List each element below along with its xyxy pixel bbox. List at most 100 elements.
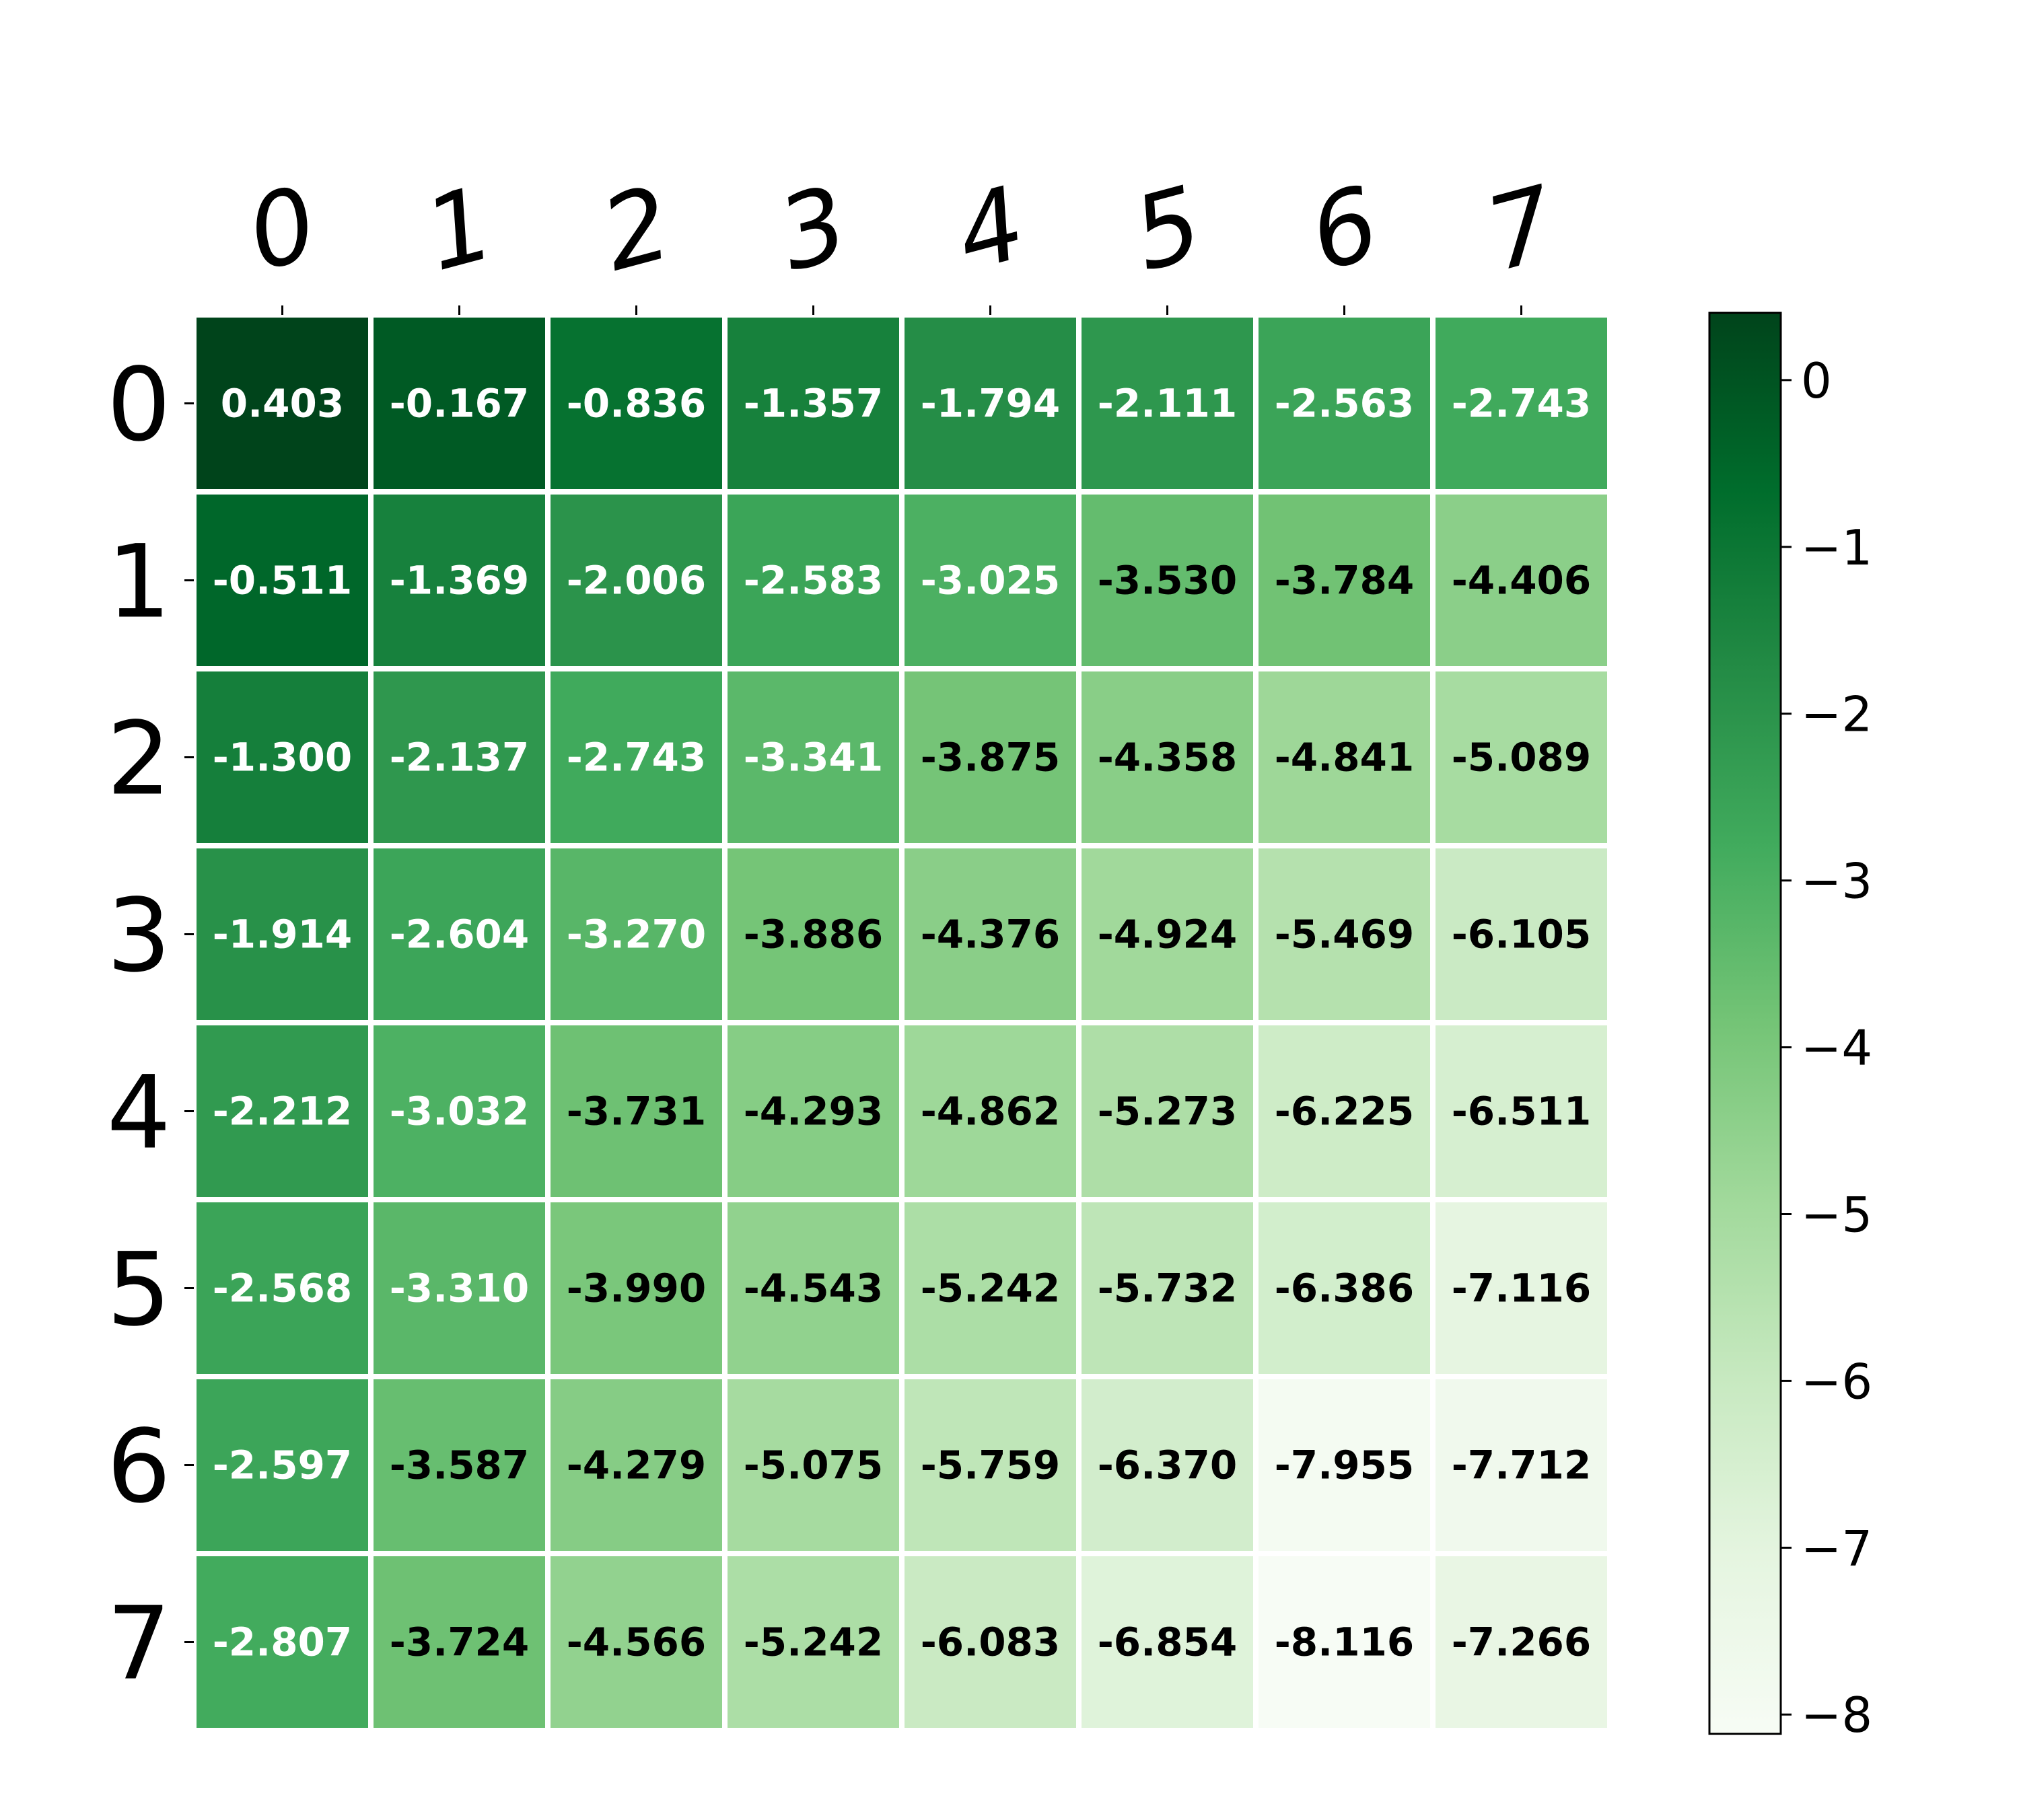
heatmap-cell-r3-c2: [551, 848, 722, 1020]
cell-value-label-r7-c7: -7.266: [1452, 1619, 1592, 1665]
cell-value-label-r0-c2: -0.836: [567, 381, 707, 427]
x-tick-label-7: 7: [1475, 165, 1567, 295]
cell-value-label-r1-c1: -1.369: [390, 558, 530, 604]
heatmap-cell-r2-c6: [1259, 671, 1430, 843]
heatmap-cell-r5-c7: [1436, 1202, 1607, 1374]
heatmap-cell-r1-c1: [374, 495, 545, 666]
x-tick-label-3: 3: [767, 165, 859, 295]
cell-value-label-r3-c4: -4.376: [921, 912, 1061, 957]
colorbar-tick-label-5: −5: [1801, 1186, 1872, 1243]
cell-value-label-r2-c6: -4.841: [1275, 735, 1415, 780]
cell-value-label-r5-c2: -3.990: [567, 1266, 707, 1311]
heatmap-cell-r0-c7: [1436, 318, 1607, 489]
heatmap-cell-r4-c1: [374, 1025, 545, 1197]
x-tick-label-0: 0: [236, 165, 328, 295]
heatmap-cell-r2-c1: [374, 671, 545, 843]
heatmap-cell-r2-c7: [1436, 671, 1607, 843]
cell-value-label-r1-c4: -3.025: [921, 558, 1061, 604]
heatmap-cell-r7-c2: [551, 1556, 722, 1728]
y-tick-label-2: 2: [107, 701, 171, 818]
cell-value-label-r7-c4: -6.083: [921, 1619, 1061, 1665]
x-tick-label-1: 1: [413, 165, 505, 295]
cell-value-label-r3-c2: -3.270: [567, 912, 707, 957]
cell-value-label-r1-c2: -2.006: [567, 558, 707, 604]
heatmap-cell-r7-c3: [728, 1556, 899, 1728]
cell-value-label-r3-c5: -4.924: [1098, 912, 1238, 957]
heatmap-cell-r2-c2: [551, 671, 722, 843]
cell-value-label-r5-c0: -2.568: [213, 1266, 353, 1311]
heatmap-cell-r6-c2: [551, 1379, 722, 1551]
colorbar-tick-label-2: −2: [1801, 686, 1872, 743]
heatmap-cell-r6-c3: [728, 1379, 899, 1551]
x-tick-label-5: 5: [1121, 165, 1213, 295]
y-tick-label-4: 4: [107, 1055, 171, 1172]
colorbar-tick-label-0: 0: [1801, 353, 1832, 409]
y-tick-label-5: 5: [107, 1232, 171, 1349]
y-axis-ticks: 0 1 2 3 4 5 6 7: [107, 347, 194, 1703]
heatmap-cell-r5-c1: [374, 1202, 545, 1374]
heatmap-cell-r7-c5: [1082, 1556, 1253, 1728]
cell-value-label-r6-c6: -7.955: [1275, 1443, 1415, 1488]
heatmap-cell-r6-c0: [197, 1379, 368, 1551]
cell-value-label-r0-c1: -0.167: [390, 381, 530, 427]
cell-value-label-r2-c1: -2.137: [390, 735, 530, 780]
heatmap-cell-r0-c5: [1082, 318, 1253, 489]
cell-value-label-r4-c0: -2.212: [213, 1089, 353, 1134]
y-tick-label-6: 6: [107, 1409, 171, 1526]
heatmap-cell-r6-c7: [1436, 1379, 1607, 1551]
cell-value-label-r3-c3: -3.886: [744, 912, 884, 957]
heatmap-cell-r6-c6: [1259, 1379, 1430, 1551]
cell-value-label-r6-c3: -5.075: [744, 1443, 884, 1488]
colorbar-tick-label-3: −3: [1801, 853, 1872, 910]
heatmap-cell-r6-c5: [1082, 1379, 1253, 1551]
heatmap-cell-r2-c3: [728, 671, 899, 843]
heatmap-cell-r7-c0: [197, 1556, 368, 1728]
heatmap-cell-r2-c0: [197, 671, 368, 843]
colorbar: 0 −1 −2 −3 −4 −5 −6 −7 −8: [1708, 312, 1872, 1743]
cell-value-label-r0-c0: 0.403: [221, 381, 344, 427]
x-tick-label-2: 2: [590, 165, 682, 295]
cell-value-label-r4-c4: -4.862: [921, 1089, 1061, 1134]
cell-value-label-r4-c1: -3.032: [390, 1089, 530, 1134]
heatmap-cell-r4-c3: [728, 1025, 899, 1197]
heatmap-cell-r0-c2: [551, 318, 722, 489]
heatmap-cell-r3-c6: [1259, 848, 1430, 1020]
cell-value-label-r7-c3: -5.242: [744, 1619, 884, 1665]
heatmap-cell-r3-c3: [728, 848, 899, 1020]
cell-value-label-r0-c4: -1.794: [921, 381, 1061, 427]
cell-value-label-r6-c1: -3.587: [390, 1443, 530, 1488]
cell-value-label-r3-c0: -1.914: [213, 912, 353, 957]
heatmap-cell-r5-c6: [1259, 1202, 1430, 1374]
y-tick-label-3: 3: [107, 878, 171, 995]
cell-value-label-r1-c3: -2.583: [744, 558, 884, 604]
cell-value-label-r7-c1: -3.724: [390, 1619, 530, 1665]
cell-value-label-r0-c3: -1.357: [744, 381, 884, 427]
heatmap-cell-r7-c7: [1436, 1556, 1607, 1728]
heatmap-cell-r4-c2: [551, 1025, 722, 1197]
cell-value-label-r6-c2: -4.279: [567, 1443, 707, 1488]
colorbar-tick-label-7: −7: [1801, 1520, 1872, 1576]
heatmap-cell-r5-c2: [551, 1202, 722, 1374]
heatmap-cell-r4-c5: [1082, 1025, 1253, 1197]
heatmap-cell-r1-c3: [728, 495, 899, 666]
cell-value-label-r4-c7: -6.511: [1452, 1089, 1592, 1134]
heatmap-cell-r1-c2: [551, 495, 722, 666]
y-tick-label-7: 7: [107, 1586, 171, 1703]
cell-value-label-r5-c5: -5.732: [1098, 1266, 1238, 1311]
cell-value-label-r2-c0: -1.300: [213, 735, 353, 780]
cell-value-label-r4-c5: -5.273: [1098, 1089, 1238, 1134]
cell-value-label-r5-c7: -7.116: [1452, 1266, 1592, 1311]
heatmap-cell-r3-c1: [374, 848, 545, 1020]
cell-value-label-r6-c7: -7.712: [1452, 1443, 1592, 1488]
heatmap-cell-r1-c6: [1259, 495, 1430, 666]
heatmap-cell-r1-c0: [197, 495, 368, 666]
cell-value-label-r5-c4: -5.242: [921, 1266, 1061, 1311]
cell-value-label-r2-c3: -3.341: [744, 735, 884, 780]
heatmap-cell-r4-c6: [1259, 1025, 1430, 1197]
cell-value-label-r5-c3: -4.543: [744, 1266, 884, 1311]
colorbar-tick-label-1: −1: [1801, 519, 1872, 576]
colorbar-tick-label-4: −4: [1801, 1020, 1872, 1077]
cell-value-label-r4-c3: -4.293: [744, 1089, 884, 1134]
